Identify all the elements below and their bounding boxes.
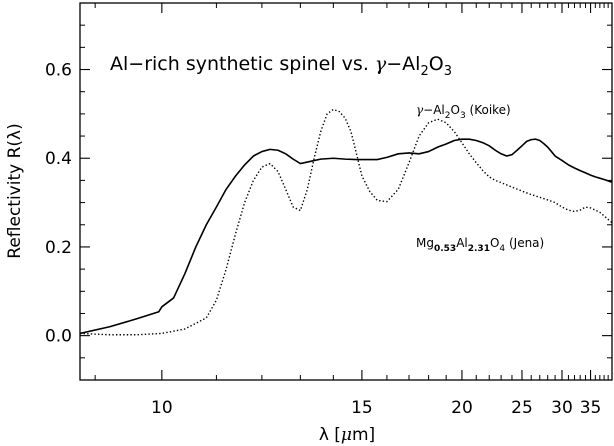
- series-label-koike: γ−Al2O3 (Koike): [416, 103, 511, 121]
- x-axis-title-mu: μ: [341, 425, 352, 445]
- x-tick-label: 15: [351, 398, 373, 418]
- chart-title-o: O: [429, 53, 444, 75]
- axis-ticks: [80, 3, 613, 381]
- series-label-jena: Mg0.53Al2.31O4 (Jena): [416, 236, 544, 254]
- x-axis-title-open: [: [329, 425, 341, 445]
- x-axis-title-lambda: λ: [319, 425, 329, 445]
- y-axis-title: Reflectivity R(λ): [5, 123, 25, 258]
- jena-label-mg: Mg: [416, 236, 434, 250]
- chart-title-sub1: 2: [420, 64, 428, 79]
- jena-label-sub1: 0.53: [434, 244, 456, 254]
- chart-title-sub2: 3: [444, 64, 452, 79]
- y-tick-label: 0.6: [45, 61, 72, 81]
- x-tick-label: 35: [580, 398, 602, 418]
- series-line-koike: [79, 138, 613, 335]
- chart-title-gamma: γ: [375, 53, 387, 75]
- x-tick-label: 20: [451, 398, 473, 418]
- chart-title-al: −Al: [386, 53, 420, 75]
- jena-label-sub3: 4: [499, 244, 505, 254]
- jena-label-rest: (Jena): [505, 236, 544, 250]
- x-tick-label: 30: [551, 398, 573, 418]
- koike-label-sub1: 2: [445, 111, 451, 121]
- koike-label-o: O: [451, 103, 460, 117]
- koike-label-al: −Al: [423, 103, 445, 117]
- koike-label-rest: (Koike): [466, 103, 511, 117]
- series-line-jena: [79, 108, 613, 336]
- x-axis-title-unit: m]: [352, 425, 375, 445]
- koike-label-sub2: 3: [460, 111, 466, 121]
- x-axis-title: λ [μm]: [319, 425, 375, 445]
- jena-label-o: O: [490, 236, 499, 250]
- chart-title-prefix: Al−rich synthetic spinel vs.: [110, 53, 375, 75]
- plot-frame: [79, 2, 613, 381]
- chart-title: Al−rich synthetic spinel vs. γ−Al2O3: [110, 53, 452, 79]
- jena-label-al: Al: [456, 236, 468, 250]
- koike-label-gamma: γ: [416, 103, 424, 117]
- y-tick-label: 0.0: [45, 327, 72, 347]
- x-tick-label: 25: [511, 398, 533, 418]
- y-tick-label: 0.2: [45, 238, 72, 258]
- y-tick-label: 0.4: [45, 149, 72, 169]
- x-tick-label: 10: [151, 398, 173, 418]
- jena-label-sub2: 2.31: [468, 244, 490, 254]
- series-layer: [79, 108, 613, 336]
